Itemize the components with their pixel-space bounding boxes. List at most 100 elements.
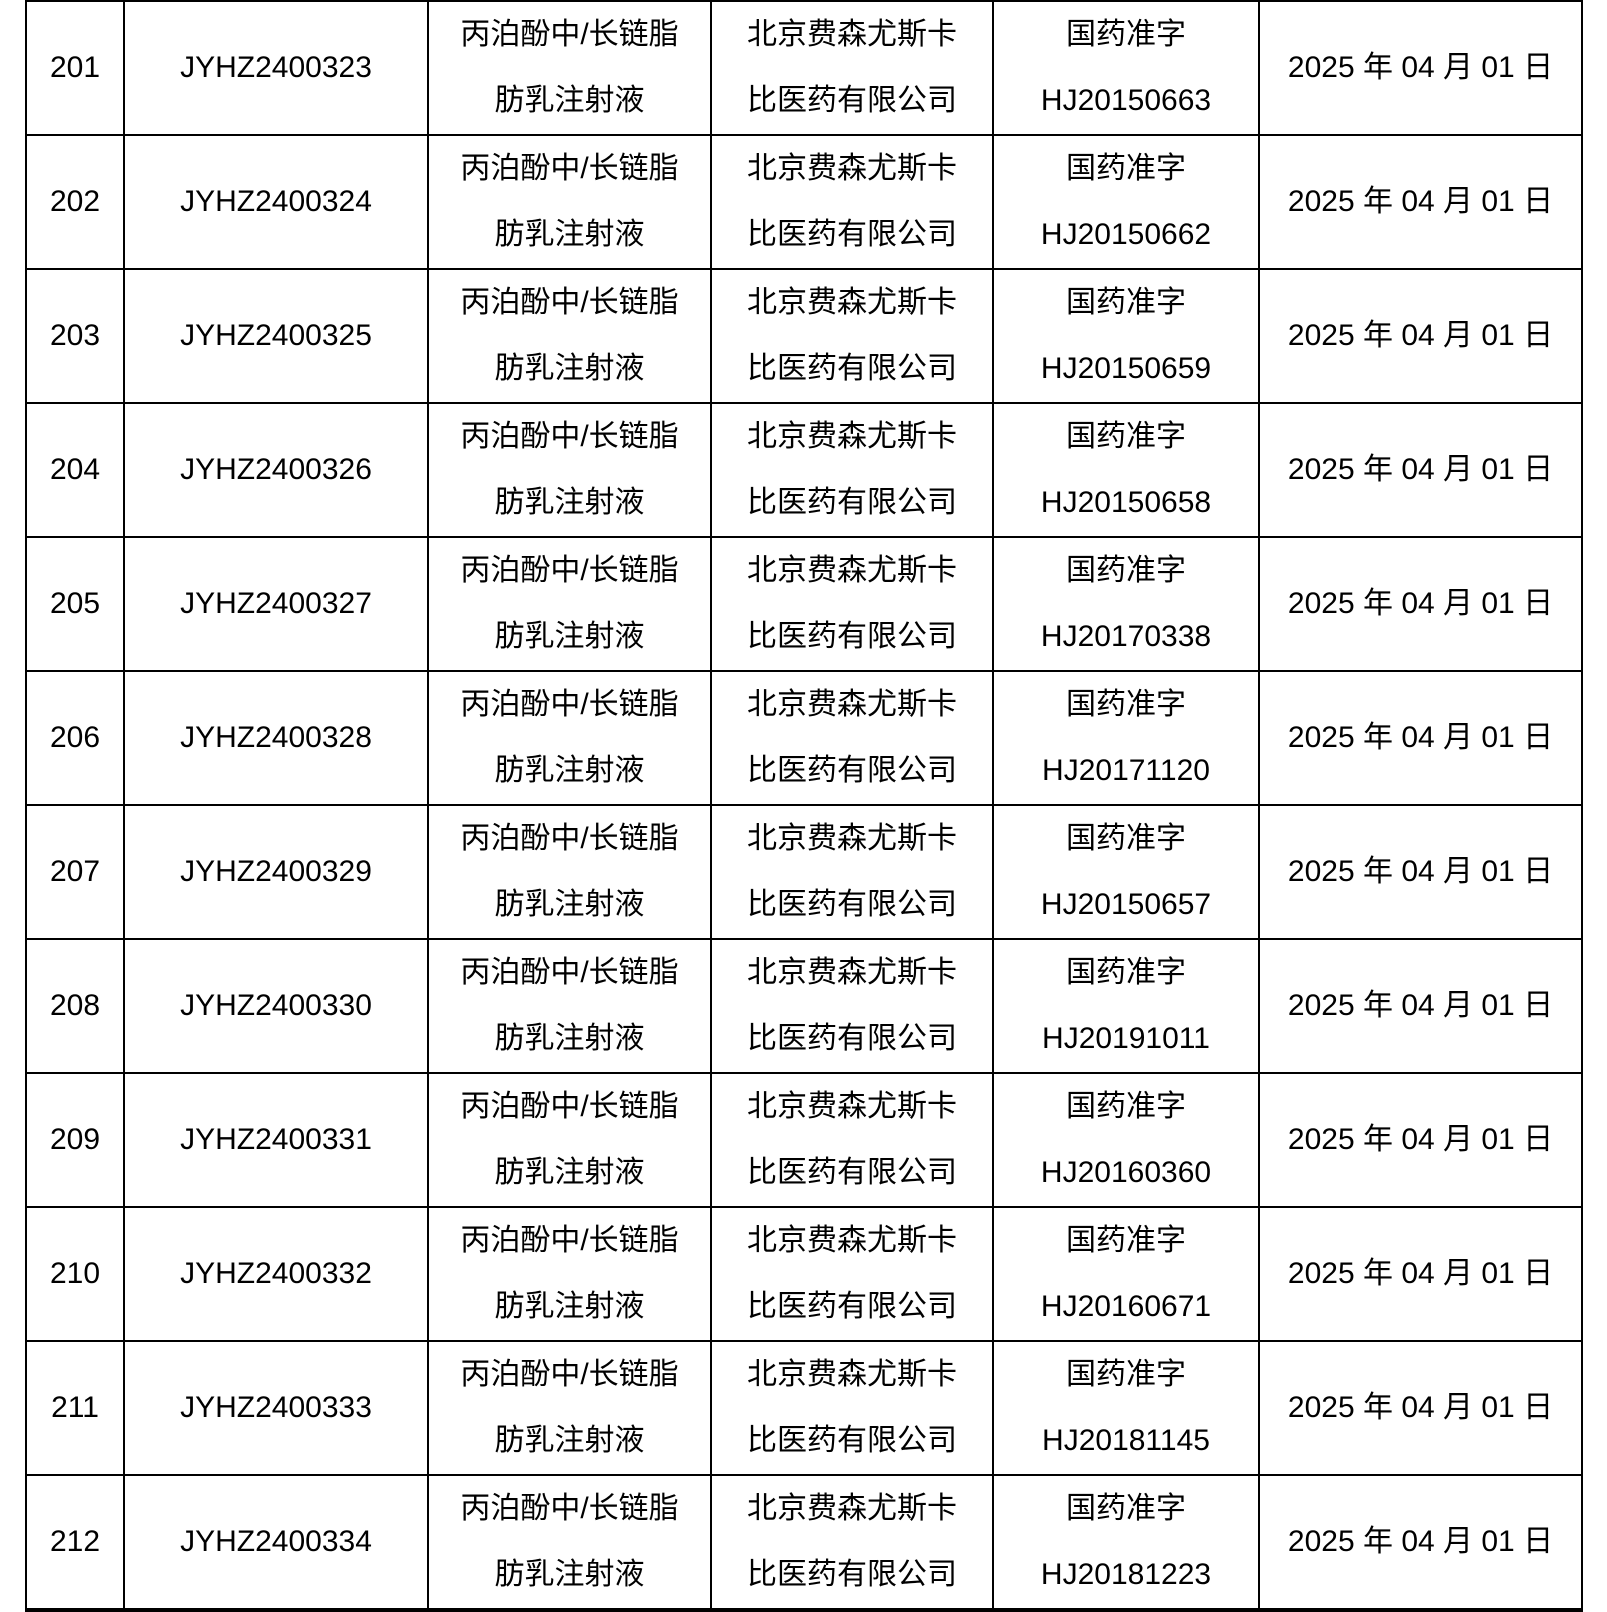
drug-name-line2: 肪乳注射液 xyxy=(494,754,645,787)
table-row: 208 JYHZ2400330 丙泊酚中/长链脂 肪乳注射液 北京费森尤斯卡 比… xyxy=(25,938,1583,1074)
approval-number: HJ20170338 xyxy=(1040,620,1212,653)
record-no: JYHZ2400329 xyxy=(180,855,372,889)
company-cell: 北京费森尤斯卡 比医药有限公司 xyxy=(710,0,994,136)
company-line2: 比医药有限公司 xyxy=(747,1022,957,1055)
approval-no-cell: 国药准字 HJ20191011 xyxy=(992,938,1260,1074)
table-row: 203 JYHZ2400325 丙泊酚中/长链脂 肪乳注射液 北京费森尤斯卡 比… xyxy=(25,268,1583,404)
approval-no-cell: 国药准字 HJ20170338 xyxy=(992,536,1260,672)
company-line1: 北京费森尤斯卡 xyxy=(747,152,957,185)
drug-name-line2: 肪乳注射液 xyxy=(494,1022,645,1055)
record-no-cell: JYHZ2400330 xyxy=(123,938,429,1074)
record-no: JYHZ2400323 xyxy=(180,51,372,85)
drug-name-line2: 肪乳注射液 xyxy=(494,352,645,385)
company-line1: 北京费森尤斯卡 xyxy=(747,420,957,453)
date-cell: 2025 年 04 月 01 日 xyxy=(1258,1072,1583,1208)
date-cell: 2025 年 04 月 01 日 xyxy=(1258,670,1583,806)
company-line2: 比医药有限公司 xyxy=(747,754,957,787)
date-cell: 2025 年 04 月 01 日 xyxy=(1258,134,1583,270)
seq-number: 209 xyxy=(49,1123,101,1157)
company-line1: 北京费森尤斯卡 xyxy=(747,1358,957,1391)
drug-name-line2: 肪乳注射液 xyxy=(494,84,645,117)
record-no: JYHZ2400326 xyxy=(180,453,372,487)
seq-number: 201 xyxy=(49,51,101,85)
approval-number: HJ20181145 xyxy=(1042,1424,1210,1457)
drug-name-cell: 丙泊酚中/长链脂 肪乳注射液 xyxy=(427,1340,712,1476)
seq-number: 206 xyxy=(49,721,101,755)
approval-no-cell: 国药准字 HJ20160360 xyxy=(992,1072,1260,1208)
date-cell: 2025 年 04 月 01 日 xyxy=(1258,402,1583,538)
approval-date: 2025 年 04 月 01 日 xyxy=(1287,1525,1554,1559)
approval-date: 2025 年 04 月 01 日 xyxy=(1287,587,1554,621)
seq-cell: 205 xyxy=(25,536,125,672)
drug-name-cell: 丙泊酚中/长链脂 肪乳注射液 xyxy=(427,402,712,538)
approval-date: 2025 年 04 月 01 日 xyxy=(1287,855,1554,889)
drug-name-line2: 肪乳注射液 xyxy=(494,620,645,653)
approval-no-cell: 国药准字 HJ20150662 xyxy=(992,134,1260,270)
drug-name-cell: 丙泊酚中/长链脂 肪乳注射液 xyxy=(427,0,712,136)
approval-prefix: 国药准字 xyxy=(1066,822,1186,855)
drug-name-line1: 丙泊酚中/长链脂 xyxy=(460,18,679,51)
company-cell: 北京费森尤斯卡 比医药有限公司 xyxy=(710,804,994,940)
seq-cell: 204 xyxy=(25,402,125,538)
approval-date: 2025 年 04 月 01 日 xyxy=(1287,1257,1554,1291)
seq-number: 205 xyxy=(49,587,101,621)
table-row: 205 JYHZ2400327 丙泊酚中/长链脂 肪乳注射液 北京费森尤斯卡 比… xyxy=(25,536,1583,672)
approval-prefix: 国药准字 xyxy=(1066,1224,1186,1257)
company-line2: 比医药有限公司 xyxy=(747,1290,957,1323)
date-cell: 2025 年 04 月 01 日 xyxy=(1258,268,1583,404)
seq-number: 207 xyxy=(49,855,101,889)
company-line2: 比医药有限公司 xyxy=(747,1424,957,1457)
approval-date: 2025 年 04 月 01 日 xyxy=(1287,1391,1554,1425)
company-line1: 北京费森尤斯卡 xyxy=(747,554,957,587)
table-row: 206 JYHZ2400328 丙泊酚中/长链脂 肪乳注射液 北京费森尤斯卡 比… xyxy=(25,670,1583,806)
approval-no-cell: 国药准字 HJ20150659 xyxy=(992,268,1260,404)
drug-name-cell: 丙泊酚中/长链脂 肪乳注射液 xyxy=(427,134,712,270)
seq-cell: 201 xyxy=(25,0,125,136)
table-row: 210 JYHZ2400332 丙泊酚中/长链脂 肪乳注射液 北京费森尤斯卡 比… xyxy=(25,1206,1583,1342)
drug-name-cell: 丙泊酚中/长链脂 肪乳注射液 xyxy=(427,1474,712,1612)
company-line2: 比医药有限公司 xyxy=(747,620,957,653)
seq-number: 211 xyxy=(51,1391,99,1425)
approval-date: 2025 年 04 月 01 日 xyxy=(1287,721,1554,755)
drug-registration-table: 201 JYHZ2400323 丙泊酚中/长链脂 肪乳注射液 北京费森尤斯卡 比… xyxy=(25,0,1583,1612)
company-line2: 比医药有限公司 xyxy=(747,84,957,117)
drug-name-cell: 丙泊酚中/长链脂 肪乳注射液 xyxy=(427,1072,712,1208)
drug-name-line2: 肪乳注射液 xyxy=(494,218,645,251)
company-line2: 比医药有限公司 xyxy=(747,352,957,385)
record-no-cell: JYHZ2400323 xyxy=(123,0,429,136)
date-cell: 2025 年 04 月 01 日 xyxy=(1258,804,1583,940)
company-line1: 北京费森尤斯卡 xyxy=(747,822,957,855)
record-no: JYHZ2400333 xyxy=(180,1391,372,1425)
record-no-cell: JYHZ2400332 xyxy=(123,1206,429,1342)
approval-prefix: 国药准字 xyxy=(1066,152,1186,185)
record-no: JYHZ2400334 xyxy=(180,1525,372,1559)
drug-name-line2: 肪乳注射液 xyxy=(494,1156,645,1189)
record-no: JYHZ2400328 xyxy=(180,721,372,755)
approval-no-cell: 国药准字 HJ20181145 xyxy=(992,1340,1260,1476)
seq-number: 204 xyxy=(49,453,101,487)
date-cell: 2025 年 04 月 01 日 xyxy=(1258,1474,1583,1612)
record-no-cell: JYHZ2400326 xyxy=(123,402,429,538)
drug-name-line1: 丙泊酚中/长链脂 xyxy=(460,420,679,453)
company-cell: 北京费森尤斯卡 比医药有限公司 xyxy=(710,536,994,672)
approval-prefix: 国药准字 xyxy=(1066,688,1186,721)
seq-cell: 211 xyxy=(25,1340,125,1476)
seq-number: 202 xyxy=(49,185,101,219)
approval-no-cell: 国药准字 HJ20171120 xyxy=(992,670,1260,806)
date-cell: 2025 年 04 月 01 日 xyxy=(1258,938,1583,1074)
table-row: 209 JYHZ2400331 丙泊酚中/长链脂 肪乳注射液 北京费森尤斯卡 比… xyxy=(25,1072,1583,1208)
record-no: JYHZ2400332 xyxy=(180,1257,372,1291)
approval-number: HJ20150659 xyxy=(1040,352,1212,385)
seq-cell: 208 xyxy=(25,938,125,1074)
company-line1: 北京费森尤斯卡 xyxy=(747,1224,957,1257)
drug-name-line2: 肪乳注射液 xyxy=(494,486,645,519)
drug-name-line1: 丙泊酚中/长链脂 xyxy=(460,688,679,721)
approval-date: 2025 年 04 月 01 日 xyxy=(1287,453,1554,487)
approval-prefix: 国药准字 xyxy=(1066,420,1186,453)
approval-date: 2025 年 04 月 01 日 xyxy=(1287,185,1554,219)
company-cell: 北京费森尤斯卡 比医药有限公司 xyxy=(710,938,994,1074)
company-cell: 北京费森尤斯卡 比医药有限公司 xyxy=(710,402,994,538)
approval-no-cell: 国药准字 HJ20150657 xyxy=(992,804,1260,940)
date-cell: 2025 年 04 月 01 日 xyxy=(1258,1206,1583,1342)
approval-date: 2025 年 04 月 01 日 xyxy=(1287,1123,1554,1157)
